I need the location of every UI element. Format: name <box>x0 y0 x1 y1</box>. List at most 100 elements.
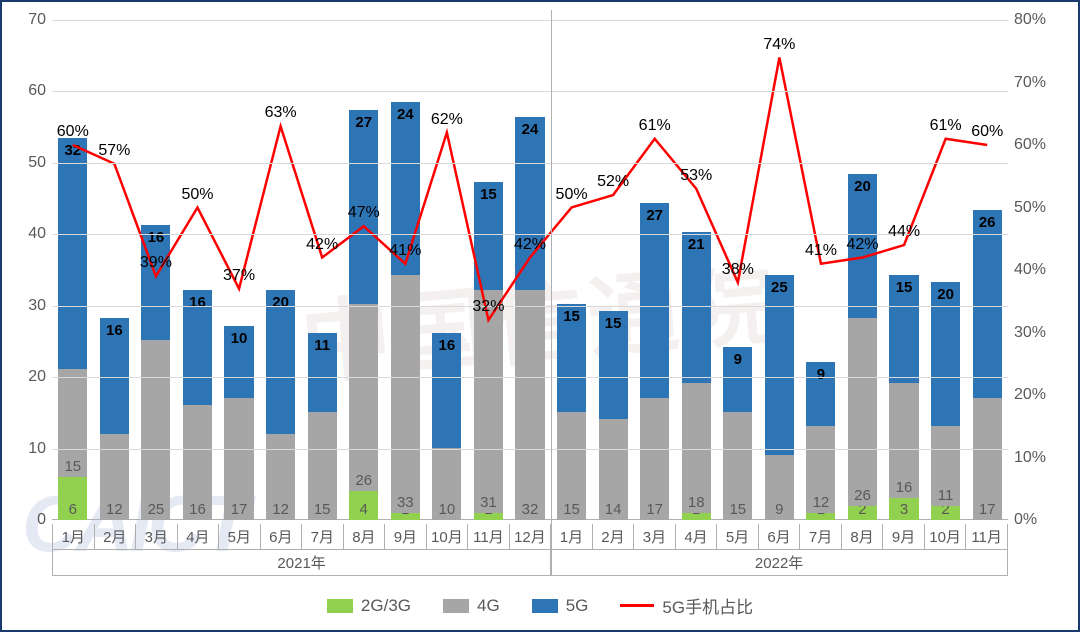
bar-segment: 16 <box>183 405 212 520</box>
bar-segment: 20 <box>266 290 295 434</box>
bar-segment-label: 9 <box>723 351 752 368</box>
bar-segment-label: 27 <box>349 114 378 131</box>
plot-area: 6153212162516161617101220151142627133241… <box>52 20 1008 520</box>
bar-segment: 2 <box>848 506 877 520</box>
left-axis-tick: 20 <box>28 368 52 386</box>
right-axis-tick: 50% <box>1008 199 1046 217</box>
bar-segment: 12 <box>100 434 129 520</box>
stacked-bar: 10 16 <box>432 333 461 520</box>
bar-segment: 24 <box>391 102 420 275</box>
bar-segment: 16 <box>100 318 129 433</box>
stacked-bar: 1616 <box>183 290 212 520</box>
bar-segment-label: 27 <box>640 207 669 224</box>
bar-segment-label: 32 <box>515 501 544 518</box>
bar-segment-label: 16 <box>183 294 212 311</box>
bars-row: 6153212162516161617101220151142627133241… <box>52 20 1008 520</box>
bar-segment-label: 24 <box>391 106 420 123</box>
bar-segment: 1 <box>806 513 835 520</box>
x-category-label: 7月 <box>799 524 841 550</box>
bar-segment-label: 17 <box>973 501 1002 518</box>
bar-segment-label: 16 <box>432 337 461 354</box>
bar-segment: 17 <box>640 398 669 520</box>
bar-slot: 11821 <box>675 20 717 520</box>
gridline <box>52 91 1008 92</box>
bar-segment-label: 20 <box>848 178 877 195</box>
right-axis-tick: 0% <box>1008 511 1037 529</box>
left-axis-tick: 70 <box>28 11 52 29</box>
bar-segment-label: 14 <box>599 501 628 518</box>
legend-item-2g3g: 2G/3G <box>327 593 411 618</box>
bar-segment-label: 33 <box>391 494 420 511</box>
bar-segment-label: 11 <box>931 487 960 504</box>
bar-segment: 15 <box>557 304 586 412</box>
bar-segment: 27 <box>349 110 378 304</box>
bar-segment-label: 10 <box>432 501 461 518</box>
stacked-bar: 11821 <box>682 232 711 520</box>
bar-segment-label: 31 <box>474 494 503 511</box>
legend-label-4g: 4G <box>477 596 500 616</box>
right-axis-tick: 40% <box>1008 261 1046 279</box>
x-year-row: 2021年2022年 <box>52 550 1008 576</box>
bar-segment: 14 <box>599 419 628 520</box>
gridline <box>52 20 1008 21</box>
bar-segment: 31 <box>474 290 503 513</box>
legend-item-4g: 4G <box>443 593 500 618</box>
bar-segment: 20 <box>931 282 960 426</box>
x-category-label: 5月 <box>218 524 260 550</box>
bar-segment: 11 <box>308 333 337 412</box>
bar-slot: 159 <box>717 20 759 520</box>
bar-segment: 26 <box>349 304 378 491</box>
stacked-bar: 12 20 <box>266 290 295 520</box>
x-category-label: 9月 <box>882 524 924 550</box>
bar-segment-label: 16 <box>183 501 212 518</box>
bar-segment-label: 16 <box>141 229 170 246</box>
bar-segment-label: 26 <box>349 472 378 489</box>
bar-slot: 1129 <box>800 20 842 520</box>
x-category-label: 10月 <box>426 524 468 550</box>
bar-slot: 25 16 <box>135 20 177 520</box>
bar-slot: 925 <box>759 20 801 520</box>
bar-segment-label: 15 <box>557 308 586 325</box>
bar-segment-label: 9 <box>765 501 794 518</box>
bar-segment-label: 11 <box>308 337 337 354</box>
bar-segment: 1 <box>474 513 503 520</box>
bar-slot: 1515 <box>551 20 593 520</box>
bar-segment: 27 <box>640 203 669 397</box>
stacked-bar: 2 26 20 <box>848 174 877 520</box>
stacked-bar: 925 <box>765 275 794 520</box>
x-category-label: 2月 <box>94 524 136 550</box>
bar-slot: 2 26 20 <box>842 20 884 520</box>
x-category-label: 2月 <box>592 524 634 550</box>
bar-segment: 15 <box>58 369 87 477</box>
stacked-bar: 12 16 <box>100 318 129 520</box>
bar-segment-label: 9 <box>806 366 835 383</box>
bar-segment-label: 25 <box>141 501 170 518</box>
bar-segment-label: 12 <box>266 501 295 518</box>
stacked-bar: 1727 <box>640 203 669 520</box>
x-category-label: 1月 <box>52 524 94 550</box>
bar-slot: 1511 <box>301 20 343 520</box>
bar-slot: 1727 <box>634 20 676 520</box>
bar-segment: 3 <box>889 498 918 520</box>
x-category-row: 1月2月3月4月5月6月7月8月9月10月11月12月1月2月3月4月5月6月7… <box>52 524 1008 550</box>
bar-segment: 26 <box>848 318 877 505</box>
bar-segment-label: 17 <box>224 501 253 518</box>
bar-segment-label: 15 <box>889 279 918 296</box>
bar-segment: 25 <box>141 340 170 520</box>
x-category-label: 9月 <box>384 524 426 550</box>
bar-segment-label: 16 <box>889 479 918 496</box>
bar-segment-label: 12 <box>100 501 129 518</box>
right-axis-tick: 70% <box>1008 74 1046 92</box>
bar-segment: 16 <box>141 225 170 340</box>
legend-label-5g: 5G <box>566 596 589 616</box>
bar-segment-label: 4 <box>349 501 378 518</box>
bar-segment: 15 <box>308 412 337 520</box>
bar-segment-label: 15 <box>58 458 87 475</box>
bar-segment-label: 10 <box>224 330 253 347</box>
bar-segment: 12 <box>266 434 295 520</box>
bar-segment-label: 26 <box>848 487 877 504</box>
year-divider <box>551 10 552 576</box>
stacked-bar: 1710 <box>224 326 253 520</box>
stacked-bar: 4 26 27 <box>349 110 378 520</box>
left-axis-tick: 10 <box>28 440 52 458</box>
